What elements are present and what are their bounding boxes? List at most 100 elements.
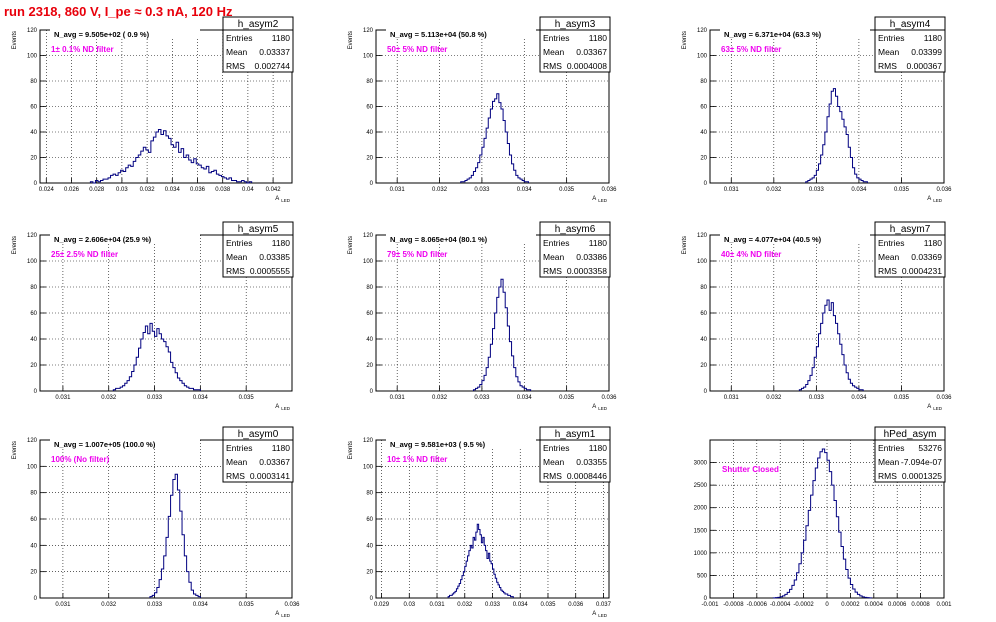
y-tick-label: 100: [27, 464, 38, 470]
y-tick-label: 3000: [694, 461, 708, 467]
stats-key: Mean: [878, 47, 900, 57]
stats-value: 0.0003141: [250, 471, 290, 481]
x-tick-label: 0.037: [596, 602, 612, 608]
histogram-panel-h_asym0: 0.031 0.032 0.033 0.034 0.035 0.036 0 20 40 60 80 1…: [12, 426, 300, 618]
stats-value: 1180: [924, 238, 943, 248]
x-tick-label: 0.032: [432, 395, 448, 401]
y-tick-label: 2500: [694, 483, 708, 489]
x-tick-label: 0.031: [724, 395, 740, 401]
x-tick-label: 0.034: [165, 187, 181, 193]
y-axis-label: Events: [682, 31, 688, 49]
y-tick-label: 500: [697, 573, 708, 579]
filter-label: 50± 5% ND filter: [387, 45, 447, 54]
x-tick-label: 0.029: [374, 602, 390, 608]
stats-box: [222, 426, 294, 483]
stats-key: RMS: [878, 266, 897, 276]
x-tick-label: 0.034: [851, 395, 867, 401]
x-tick-label: 0.035: [540, 602, 556, 608]
y-tick-label: 100: [697, 259, 708, 265]
y-tick-label: 20: [700, 363, 707, 369]
y-axis-label: Events: [12, 441, 18, 459]
x-tick-label: 0.032: [766, 395, 782, 401]
filter-label: 63± 5% ND filter: [721, 45, 781, 54]
x-tick-label: 0.0006: [888, 602, 907, 608]
x-axis-label: A LED: [592, 404, 608, 411]
x-tick-label: 0.04: [242, 187, 254, 193]
x-tick-label: 0.03: [116, 187, 128, 193]
x-tick-label: 0.035: [559, 187, 575, 193]
stats-box: [222, 16, 294, 73]
stats-key: RMS: [543, 266, 562, 276]
x-tick-label: 0.035: [559, 395, 575, 401]
x-tick-label: 0.0008: [911, 602, 930, 608]
stats-title: h_asym1: [555, 429, 596, 440]
x-tick-label: 0.033: [485, 602, 501, 608]
histogram-panel-h_asym6: 0.031 0.032 0.033 0.034 0.035 0.036 0 20 40 60 80 1…: [348, 221, 617, 411]
stats-key: RMS: [543, 61, 562, 71]
histogram-panel-hPed_asym: -0.001 -0.0008 -0.0006 -0.0004 -0.0002 0 0.000…: [694, 426, 952, 608]
y-tick-label: 120: [363, 28, 374, 34]
stats-value: 0.03337: [259, 47, 290, 57]
x-tick-label: 0.035: [894, 395, 910, 401]
x-axis-label: A LED: [927, 196, 943, 203]
stats-box: [874, 426, 946, 483]
x-tick-label: 0: [825, 602, 829, 608]
x-tick-label: 0.034: [513, 602, 529, 608]
x-tick-label: -0.0004: [770, 602, 791, 608]
y-tick-label: 0: [34, 596, 38, 602]
stats-value: 1180: [272, 33, 291, 43]
stats-key: Mean: [878, 252, 900, 262]
x-axis-label: A LED: [275, 611, 291, 618]
stats-box: [874, 221, 946, 278]
stats-box: [539, 426, 611, 483]
navg-label: N_avg = 4.077e+04 (40.5 %): [724, 235, 822, 244]
stats-value: 0.002744: [255, 61, 291, 71]
histogram-line: [149, 473, 201, 598]
histogram-panel-h_asym4: 0.031 0.032 0.033 0.034 0.035 0.036 0 20 40 60 80 1…: [682, 16, 952, 203]
stats-value: 0.03386: [576, 252, 607, 262]
stats-value: 0.0008446: [567, 471, 607, 481]
y-tick-label: 80: [30, 491, 37, 497]
stats-title: hPed_asym: [884, 429, 937, 440]
stats-box: [222, 221, 294, 278]
x-tick-label: -0.001: [701, 602, 719, 608]
y-tick-label: 40: [700, 130, 707, 136]
stats-value: 0.03355: [576, 457, 607, 467]
stats-title: h_asym7: [890, 224, 931, 235]
y-tick-label: 60: [700, 311, 707, 317]
x-tick-label: 0.03: [403, 602, 415, 608]
navg-label: N_avg = 1.007e+05 (100.0 %): [54, 440, 156, 449]
y-tick-label: 0: [370, 596, 374, 602]
histogram-line: [805, 88, 868, 183]
navg-label: N_avg = 9.505e+02 ( 0.9 %): [54, 30, 150, 39]
histogram-line: [772, 448, 872, 599]
stats-title: h_asym3: [555, 19, 596, 30]
stats-title: h_asym0: [238, 429, 279, 440]
x-tick-label: 0.036: [601, 395, 617, 401]
y-tick-label: 0: [704, 596, 708, 602]
stats-value: 53276: [918, 443, 942, 453]
histogram-line: [112, 322, 201, 391]
x-tick-label: 0.032: [101, 395, 117, 401]
stats-value: 0.0003358: [567, 266, 607, 276]
y-axis-label: Events: [348, 236, 354, 254]
stats-key: Mean: [226, 47, 248, 57]
x-tick-label: 0.032: [140, 187, 156, 193]
y-tick-label: 0: [370, 181, 374, 187]
x-tick-label: 0.042: [266, 187, 282, 193]
y-tick-label: 0: [704, 181, 708, 187]
navg-label: N_avg = 2.606e+04 (25.9 %): [54, 235, 152, 244]
histogram-panel-h_asym3: 0.031 0.032 0.033 0.034 0.035 0.036 0 20 40 60 80 1…: [348, 16, 617, 203]
stats-value: 0.0004231: [902, 266, 942, 276]
page-title: run 2318, 860 V, I_pe ≈ 0.3 nA, 120 Hz: [4, 4, 233, 19]
x-tick-label: 0.036: [568, 602, 584, 608]
x-tick-label: 0.031: [724, 187, 740, 193]
y-axis-label: Events: [12, 31, 18, 49]
x-tick-label: 0.033: [474, 187, 490, 193]
stats-key: Mean: [543, 457, 565, 467]
y-tick-label: 100: [363, 54, 374, 60]
stats-key: RMS: [878, 61, 897, 71]
stats-key: Entries: [543, 443, 569, 453]
y-tick-label: 20: [366, 156, 373, 162]
x-tick-label: 0.032: [766, 187, 782, 193]
